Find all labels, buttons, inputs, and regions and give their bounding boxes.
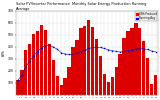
Bar — [79, 28, 83, 95]
Bar — [99, 56, 102, 95]
Bar — [91, 27, 94, 95]
Bar — [111, 77, 114, 95]
Bar — [36, 31, 39, 95]
Text: Solar PV/Inverter Performance  Monthly Solar Energy Production Running Average: Solar PV/Inverter Performance Monthly So… — [16, 2, 146, 11]
Bar — [95, 39, 98, 95]
Bar — [87, 20, 90, 95]
Bar — [52, 60, 55, 95]
Bar — [126, 31, 130, 95]
Bar — [24, 50, 28, 95]
Bar — [154, 75, 157, 95]
Bar — [119, 54, 122, 95]
Bar — [60, 85, 63, 95]
Legend: kWh Produced, Running Avg: kWh Produced, Running Avg — [135, 11, 157, 21]
Bar — [40, 25, 43, 95]
Bar — [28, 44, 31, 95]
Bar — [67, 67, 71, 95]
Bar — [56, 76, 59, 95]
Bar — [134, 23, 138, 95]
Y-axis label: kWh: kWh — [2, 50, 6, 56]
Bar — [75, 40, 79, 95]
Bar — [83, 26, 86, 95]
Bar — [142, 41, 145, 95]
Bar — [16, 80, 20, 95]
Bar — [63, 78, 67, 95]
Bar — [103, 74, 106, 95]
Bar — [71, 47, 75, 95]
Bar — [130, 28, 134, 95]
Bar — [146, 58, 149, 95]
Bar — [150, 84, 153, 95]
Bar — [44, 30, 47, 95]
Bar — [20, 70, 24, 95]
Bar — [138, 28, 141, 95]
Bar — [122, 38, 126, 95]
Bar — [32, 34, 35, 95]
Bar — [115, 67, 118, 95]
Bar — [107, 82, 110, 95]
Bar — [48, 44, 51, 95]
